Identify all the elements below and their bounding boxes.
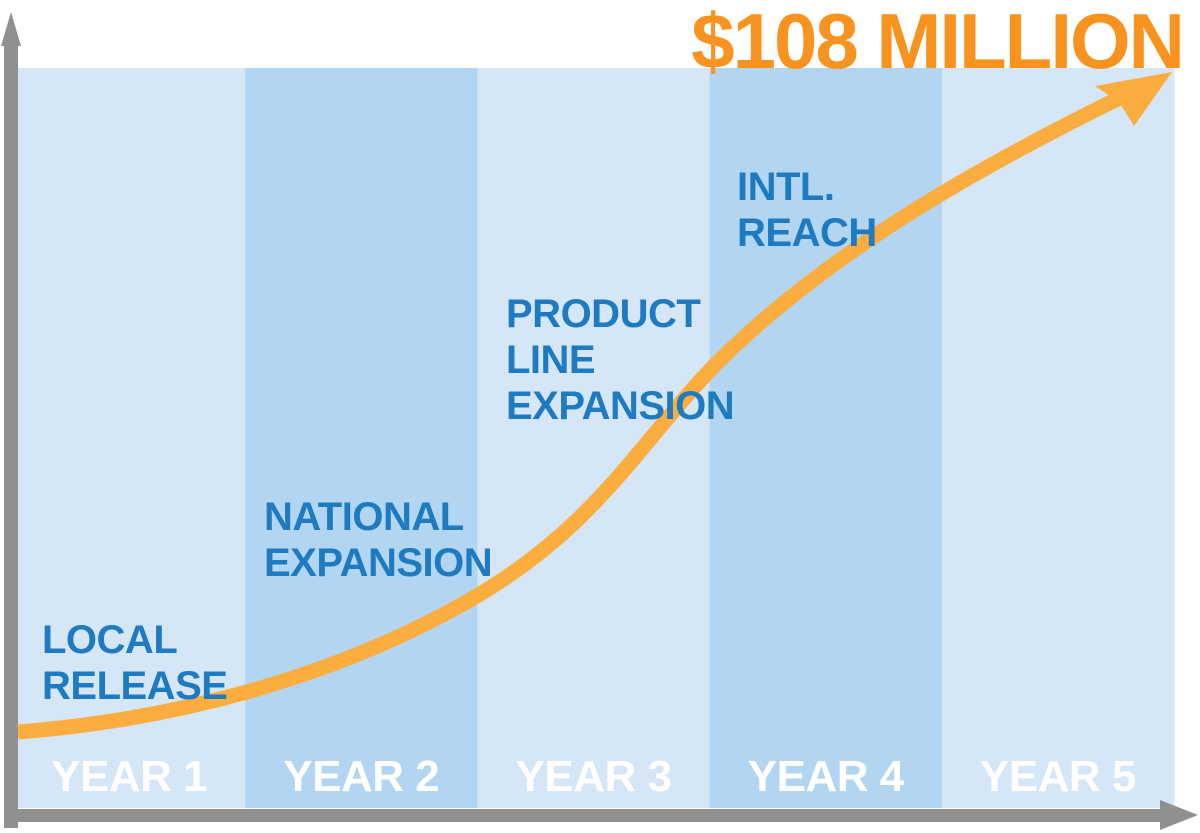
milestone-label-4-line-1: INTL. [737,165,834,209]
milestone-label-2-line-1: NATIONAL [264,495,464,539]
milestone-label-4-line-2: REACH [737,211,877,255]
growth-curve-line [17,81,1144,740]
year-label-4: YEAR 4 [748,752,905,801]
milestone-label-3-line-3: EXPANSION [506,384,734,428]
milestone-label-3-line-2: LINE [506,338,595,382]
year-labels: YEAR 1 YEAR 2 YEAR 3 YEAR 4 YEAR 5 [51,752,1136,801]
year-label-5: YEAR 5 [980,752,1136,801]
milestone-label-2-line-2: EXPANSION [264,541,492,585]
year-band-1 [13,68,246,808]
x-axis-arrowhead [1160,800,1198,830]
year-bands [13,68,1175,808]
milestone-label-3: PRODUCT LINE EXPANSION [506,292,734,428]
milestone-label-3-line-1: PRODUCT [506,292,700,336]
year-label-1: YEAR 1 [51,752,207,801]
year-band-4 [709,68,943,808]
year-band-3 [477,68,711,808]
year-label-3: YEAR 3 [516,752,672,801]
x-axis-line [4,809,1168,822]
milestone-label-1-line-1: LOCAL [42,618,177,662]
total-value-label: $108 MILLION [691,0,1183,85]
milestone-label-4: INTL. REACH [737,165,877,255]
y-axis-arrowhead [1,12,21,46]
y-axis-line [4,38,18,828]
year-label-2: YEAR 2 [283,752,439,801]
growth-curve [17,72,1172,740]
year-band-5 [941,68,1175,808]
milestone-label-2: NATIONAL EXPANSION [264,495,492,585]
milestone-label-1-line-2: RELEASE [42,664,227,708]
milestone-label-1: LOCAL RELEASE [42,618,227,708]
axes [1,12,1198,830]
year-band-2 [245,68,478,808]
growth-curve-arrowhead [1095,72,1172,126]
